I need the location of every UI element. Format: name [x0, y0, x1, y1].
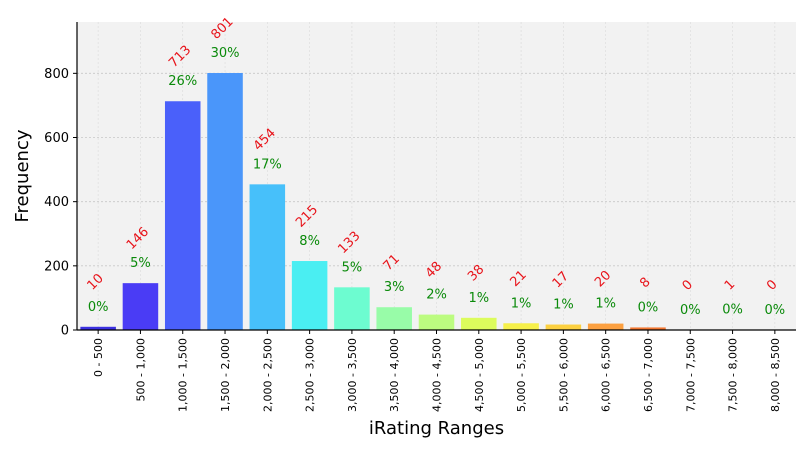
x-tick-label: 500 - 1,000 [134, 338, 147, 401]
x-tick-label: 7,500 - 8,000 [727, 338, 740, 412]
percent-label: 0% [765, 303, 786, 318]
percent-label: 0% [638, 300, 659, 315]
x-tick-label: 4,000 - 4,500 [431, 338, 444, 412]
x-tick-label: 6,000 - 6,500 [600, 338, 613, 412]
y-tick-label: 200 [44, 259, 69, 274]
bar [503, 323, 539, 330]
x-tick-label: 1,000 - 1,500 [177, 338, 190, 412]
percent-label: 5% [130, 256, 151, 271]
percent-label: 3% [384, 280, 405, 295]
percent-label: 30% [211, 46, 240, 61]
x-tick-label: 1,500 - 2,000 [219, 338, 232, 412]
x-tick-label: 3,500 - 4,000 [388, 338, 401, 412]
bar [249, 184, 286, 330]
bar [630, 327, 666, 330]
x-tick-label: 6,500 - 7,000 [642, 338, 655, 412]
percent-label: 26% [168, 74, 197, 89]
x-tick-label: 7,000 - 7,500 [684, 338, 697, 412]
percent-label: 1% [468, 291, 489, 306]
y-tick-label: 400 [44, 195, 69, 210]
bar [291, 261, 328, 330]
percent-label: 2% [426, 288, 447, 303]
y-tick-label: 600 [44, 131, 69, 146]
x-tick-label: 2,000 - 2,500 [261, 338, 274, 412]
y-tick-label: 800 [44, 67, 69, 82]
x-tick-label: 4,500 - 5,000 [473, 338, 486, 412]
x-tick-label: 8,000 - 8,500 [769, 338, 782, 412]
bar [164, 101, 201, 330]
percent-label: 0% [680, 303, 701, 318]
percent-label: 1% [595, 297, 616, 312]
y-axis-title: Frequency [12, 129, 33, 222]
percent-label: 8% [299, 234, 320, 249]
bar [122, 283, 159, 330]
bar [376, 307, 412, 330]
bar [207, 73, 243, 330]
bar [334, 287, 370, 330]
x-axis-title: iRating Ranges [369, 418, 504, 439]
bar [587, 323, 624, 330]
bars [80, 73, 751, 330]
y-tick-label: 0 [61, 324, 69, 339]
x-tick-label: 5,000 - 5,500 [515, 338, 528, 412]
axes: 0 200 400 600 800 0 - 500 500 - 1,000 1,000 - 1… [44, 22, 796, 412]
percent-label: 0% [722, 303, 743, 318]
percent-label: 1% [553, 298, 574, 313]
bar [80, 326, 116, 330]
x-tick-label: 5,500 - 6,000 [557, 338, 570, 412]
percent-label: 5% [342, 260, 363, 275]
percent-label: 1% [511, 296, 532, 311]
percent-label: 17% [253, 157, 282, 172]
percent-label: 0% [88, 300, 109, 315]
bar [545, 324, 582, 330]
bar [418, 314, 455, 330]
x-tick-label: 0 - 500 [92, 338, 105, 377]
x-tick-label: 3,000 - 3,500 [346, 338, 359, 412]
x-tick-label: 2,500 - 3,000 [304, 338, 317, 412]
bar [461, 317, 497, 330]
